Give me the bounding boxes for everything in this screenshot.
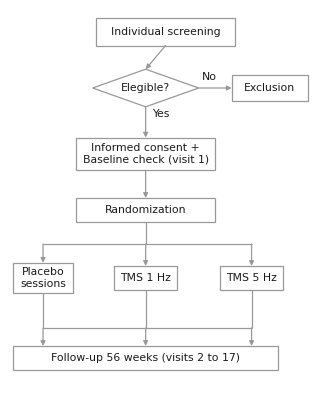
FancyBboxPatch shape: [220, 266, 283, 290]
Text: TMS 1 Hz: TMS 1 Hz: [120, 273, 171, 283]
Text: Elegible?: Elegible?: [121, 83, 170, 93]
Text: Exclusion: Exclusion: [244, 83, 295, 93]
Text: Yes: Yes: [152, 109, 169, 119]
Polygon shape: [93, 69, 199, 107]
FancyBboxPatch shape: [13, 346, 278, 370]
FancyBboxPatch shape: [96, 18, 235, 46]
Text: Individual screening: Individual screening: [111, 27, 220, 37]
Text: TMS 5 Hz: TMS 5 Hz: [226, 273, 277, 283]
Text: Randomization: Randomization: [105, 205, 186, 215]
FancyBboxPatch shape: [232, 75, 308, 101]
Text: No: No: [202, 72, 217, 82]
FancyBboxPatch shape: [114, 266, 177, 290]
FancyBboxPatch shape: [13, 263, 73, 293]
Text: Informed consent +
Baseline check (visit 1): Informed consent + Baseline check (visit…: [82, 143, 209, 165]
Text: Placebo
sessions: Placebo sessions: [20, 267, 66, 289]
FancyBboxPatch shape: [76, 138, 215, 170]
FancyBboxPatch shape: [76, 198, 215, 222]
Text: Follow-up 56 weeks (visits 2 to 17): Follow-up 56 weeks (visits 2 to 17): [51, 353, 240, 363]
